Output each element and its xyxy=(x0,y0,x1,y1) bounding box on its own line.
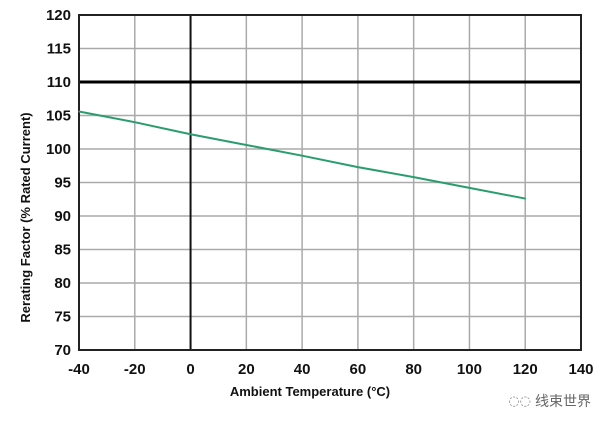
x-tick-label: 100 xyxy=(457,361,482,378)
y-tick-label: 75 xyxy=(54,309,71,326)
y-tick-label: 95 xyxy=(54,175,71,192)
y-tick-label: 110 xyxy=(47,74,71,91)
x-tick-label: 120 xyxy=(513,361,538,378)
y-tick-label: 85 xyxy=(54,242,71,259)
plot-frame xyxy=(78,14,582,351)
data-point xyxy=(357,166,359,168)
y-tick-label: 90 xyxy=(54,208,71,225)
x-tick-label: -40 xyxy=(68,361,90,378)
x-tick-label: 40 xyxy=(294,361,311,378)
y-tick-label: 70 xyxy=(54,342,71,359)
y-tick-label: 105 xyxy=(46,108,71,125)
watermark-text: 线束世界 xyxy=(535,394,591,410)
x-tick-label: 140 xyxy=(568,361,593,378)
x-tick-label: 80 xyxy=(405,361,422,378)
y-tick-label: 80 xyxy=(54,275,71,292)
data-point xyxy=(133,121,136,123)
data-point xyxy=(301,154,303,157)
x-tick-label: 20 xyxy=(238,361,255,378)
wechat-icon: ◌◌ xyxy=(508,393,531,409)
x-axis-label: Ambient Temperature (°C) xyxy=(230,384,390,399)
y-axis-label: Rerating Factor (% Rated Current) xyxy=(18,112,33,322)
y-tick-label: 100 xyxy=(46,141,71,158)
data-point xyxy=(524,197,527,200)
data-point xyxy=(468,187,471,189)
x-tick-label: -20 xyxy=(124,361,146,378)
data-point xyxy=(412,176,415,178)
data-point xyxy=(78,110,80,113)
data-point xyxy=(245,144,248,146)
x-tick-label: 0 xyxy=(186,361,194,378)
y-tick-label: 120 xyxy=(46,7,71,24)
x-tick-label: 60 xyxy=(350,361,367,378)
y-tick-label: 115 xyxy=(47,41,71,58)
watermark: ◌◌ 线束世界 xyxy=(508,391,591,411)
data-point xyxy=(189,133,192,136)
